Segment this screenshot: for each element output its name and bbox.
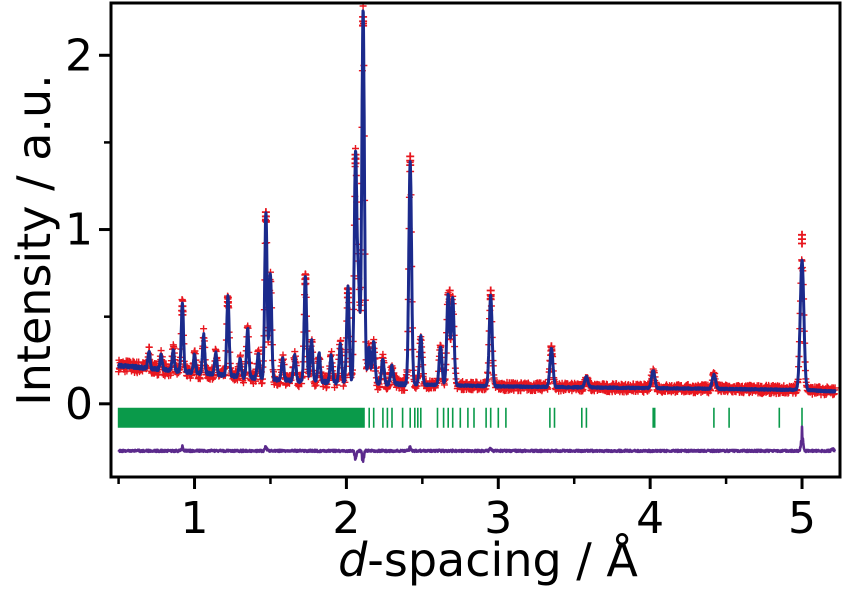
x-tick-label: 3 <box>484 493 512 544</box>
x-tick-label: 2 <box>332 493 360 544</box>
y-tick-label: 2 <box>65 30 93 81</box>
y-axis-label: Intensity / a.u. <box>7 74 61 406</box>
observed-peak-marker <box>798 230 806 248</box>
observed-series <box>115 3 839 399</box>
x-axis-label-italic: d <box>338 533 368 587</box>
x-tick-label: 5 <box>788 493 816 544</box>
reflection-tick <box>117 407 803 428</box>
x-tick-label: 4 <box>636 493 664 544</box>
x-axis-label-rest: -spacing / Å <box>367 533 638 587</box>
y-tick-label: 1 <box>65 205 93 256</box>
x-axis-label: d-spacing / Å <box>338 533 638 587</box>
difference-series <box>117 425 837 464</box>
y-tick-label: 0 <box>65 379 93 430</box>
x-tick-label: 1 <box>181 493 209 544</box>
reflection-markers <box>117 407 803 428</box>
calculated-series <box>117 9 837 394</box>
observed-points <box>115 3 839 399</box>
plot-frame <box>109 1 842 479</box>
